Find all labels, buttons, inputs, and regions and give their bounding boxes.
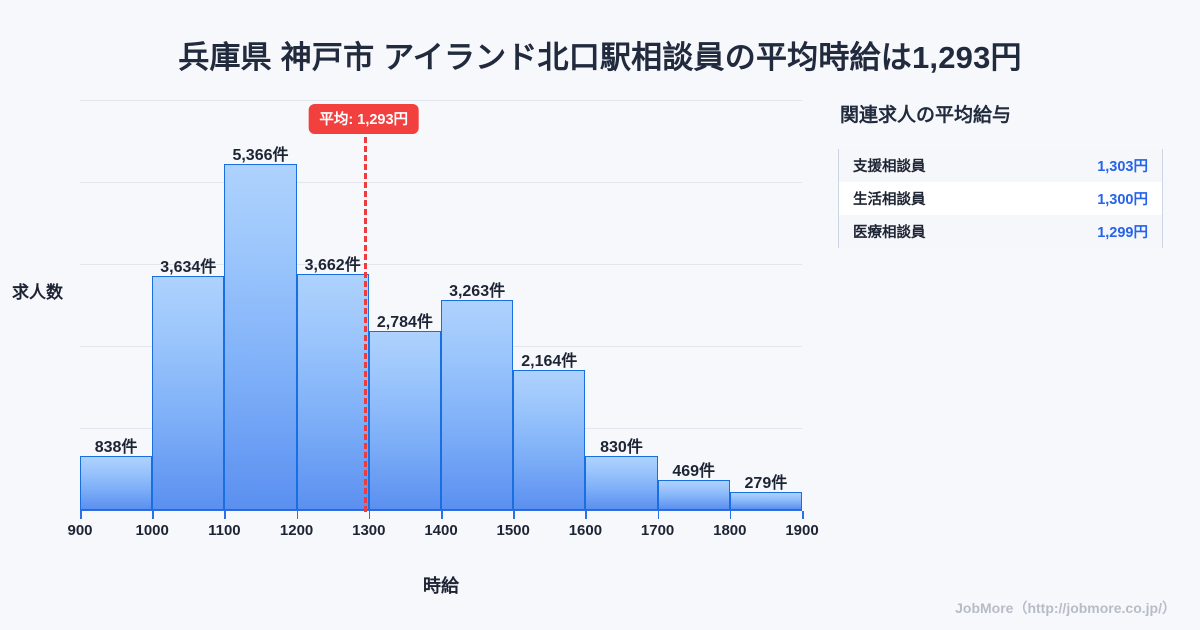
related-jobs-panel: 関連求人の平均給与 支援相談員 1,303円生活相談員 1,300円医療相談員 1,2… xyxy=(838,100,1168,248)
bar-value-label: 830件 xyxy=(600,439,643,457)
bar xyxy=(296,273,369,510)
related-job-name: 生活相談員 xyxy=(853,192,926,208)
x-axis-tick xyxy=(513,511,515,519)
bar-value-label: 279件 xyxy=(744,475,788,492)
x-axis-tick xyxy=(657,511,660,519)
bar xyxy=(657,479,730,510)
related-job-wage: 1,300円 xyxy=(1097,192,1148,208)
x-axis-tick-label: 1000 xyxy=(135,522,169,539)
bar xyxy=(441,299,514,510)
x-axis-tick-label: 1300 xyxy=(352,522,386,539)
y-axis-title: 求人数 xyxy=(12,283,63,302)
bar-value-label: 2,164件 xyxy=(521,353,578,371)
gridline xyxy=(80,100,802,101)
x-axis-tick xyxy=(224,511,226,519)
related-job-row[interactable]: 医療相談員 1,299円 xyxy=(839,215,1162,248)
x-axis-title: 時給 xyxy=(423,576,459,596)
x-axis-tick-label: 1200 xyxy=(279,522,314,539)
x-axis-tick-label: 1400 xyxy=(424,522,458,539)
x-axis-tick xyxy=(802,511,804,519)
related-jobs-title: 関連求人の平均給与 xyxy=(840,105,1012,126)
bar xyxy=(585,456,658,510)
average-line xyxy=(363,128,367,512)
bar-value-label: 3,634件 xyxy=(160,258,217,276)
gridline xyxy=(80,264,802,265)
related-job-wage: 1,303円 xyxy=(1097,159,1148,175)
page-title: 兵庫県 神戸市 アイランド北口駅相談員の平均時給は1,293円 xyxy=(178,40,1022,75)
bar xyxy=(368,330,441,510)
bar-value-label: 3,263件 xyxy=(449,282,506,300)
x-axis-tick xyxy=(585,511,587,519)
gridline xyxy=(80,182,802,183)
x-axis-tick xyxy=(296,511,299,519)
x-axis-tick-label: 900 xyxy=(67,522,93,539)
bar xyxy=(80,455,153,510)
related-job-name: 医療相談員 xyxy=(853,225,926,241)
related-job-row[interactable]: 支援相談員 1,303円 xyxy=(839,149,1162,182)
related-job-row[interactable]: 生活相談員 1,300円 xyxy=(839,182,1162,215)
x-axis-tick xyxy=(368,511,371,519)
x-axis-tick-label: 1900 xyxy=(785,522,819,539)
x-axis-tick xyxy=(152,511,154,519)
x-axis-line xyxy=(80,509,802,511)
x-axis-tick-label: 1500 xyxy=(496,522,530,539)
related-jobs-table: 支援相談員 1,303円生活相談員 1,300円医療相談員 1,299円 xyxy=(838,149,1163,248)
bar xyxy=(513,370,586,510)
bar xyxy=(152,275,225,510)
bar xyxy=(224,164,297,510)
bar-value-label: 3,662件 xyxy=(304,256,361,274)
footer-credit: JobMore（http://jobmore.co.jp/） xyxy=(955,600,1176,616)
x-axis-tick xyxy=(80,511,82,519)
x-axis-tick-label: 1100 xyxy=(208,522,241,539)
histogram-chart: 求人数 時給 838件 3,634件 5,366件 3,662件 2,784件 3,263… xyxy=(12,100,819,596)
related-job-name: 支援相談員 xyxy=(853,159,926,175)
x-axis-tick xyxy=(729,511,732,519)
related-job-wage: 1,299円 xyxy=(1097,225,1148,241)
bar-value-label: 5,366件 xyxy=(232,147,289,165)
bar-value-label: 469件 xyxy=(672,462,716,480)
x-axis-tick xyxy=(441,511,443,519)
x-axis-tick-label: 1800 xyxy=(713,522,747,539)
x-axis-tick-label: 1700 xyxy=(640,522,675,539)
bar-value-label: 838件 xyxy=(94,438,138,456)
x-axis-tick-label: 1600 xyxy=(568,522,603,539)
average-badge: 平均: 1,293円 xyxy=(308,104,420,134)
bar xyxy=(729,492,802,510)
bar-value-label: 2,784件 xyxy=(376,313,433,331)
